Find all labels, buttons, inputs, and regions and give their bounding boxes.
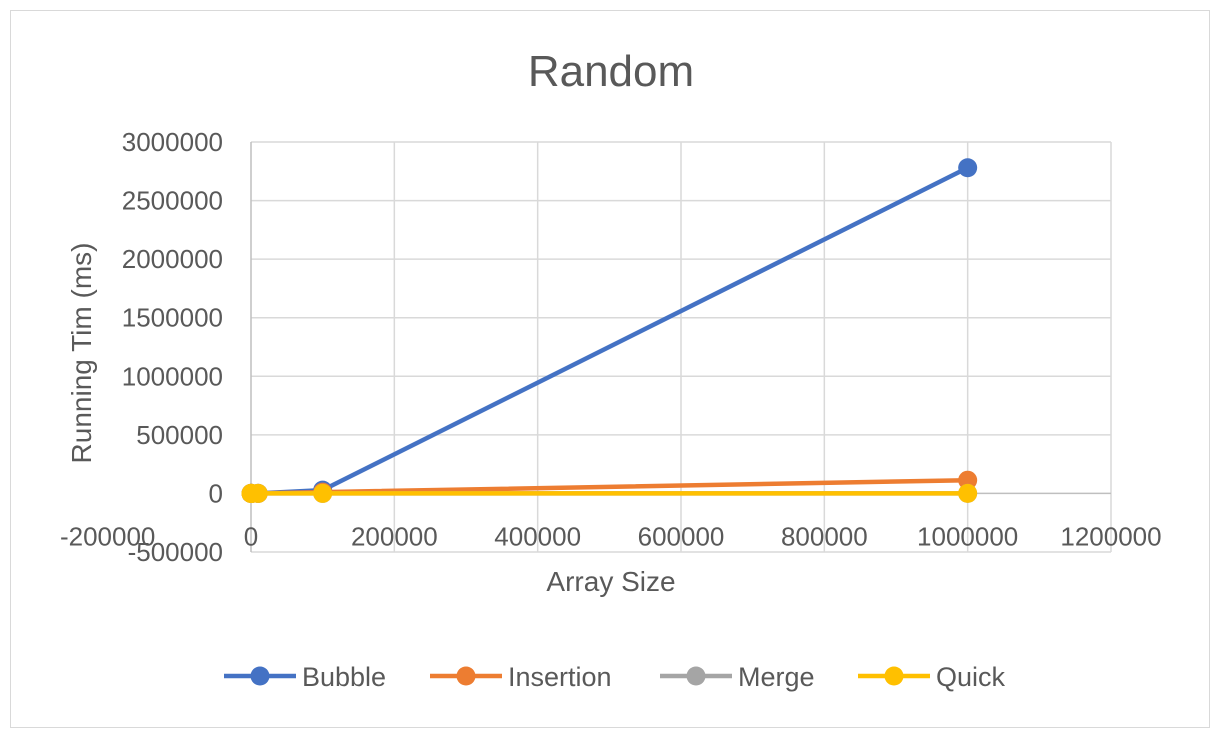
quick-legend-label: Quick [936,662,1006,692]
bubble-legend-label: Bubble [302,662,386,692]
y-tick-label-2: 500000 [136,420,223,450]
y-tick-label-3: 1000000 [122,361,223,391]
x-tick-label-3: 400000 [494,521,581,551]
x-tick-label-4: 600000 [638,521,725,551]
chart-title: Random [528,47,694,96]
insertion-legend-marker [456,666,476,686]
y-tick-label-1: 0 [209,478,223,508]
y-tick-label-5: 2000000 [122,244,223,274]
bubble-series-line [248,165,970,496]
bubble-point-5 [958,158,978,178]
quick-point-4 [313,483,333,503]
quick-legend-marker [884,666,904,686]
x-tick-label-7: 1200000 [1060,521,1161,551]
x-tick-label-2: 200000 [351,521,438,551]
merge-legend-marker [686,666,706,686]
x-tick-label-1: 0 [244,521,258,551]
quick-point-3 [248,483,268,503]
y-tick-label-7: 3000000 [122,127,223,157]
gridlines [250,141,1112,553]
x-tick-label-0: -200000 [60,521,155,551]
y-tick-label-0: -500000 [128,537,223,567]
insertion-point-5 [958,470,978,490]
insertion-legend-label: Insertion [508,662,612,692]
bubble-legend-marker [250,666,270,686]
y-tick-label-4: 1500000 [122,303,223,333]
chart-frame [10,10,1210,728]
legend: Bubble Insertion Merge Quick [224,662,1006,692]
quick-point-5 [958,483,978,503]
merge-legend-label: Merge [738,662,815,692]
x-tick-label-5: 800000 [781,521,868,551]
series-group [241,158,978,503]
y-tick-label-6: 2500000 [122,186,223,216]
y-axis-title: Running Tim (ms) [66,243,97,464]
x-tick-label-6: 1000000 [917,521,1018,551]
tick-labels: -500000050000010000001500000200000025000… [60,127,1162,567]
x-axis-title: Array Size [546,566,675,597]
